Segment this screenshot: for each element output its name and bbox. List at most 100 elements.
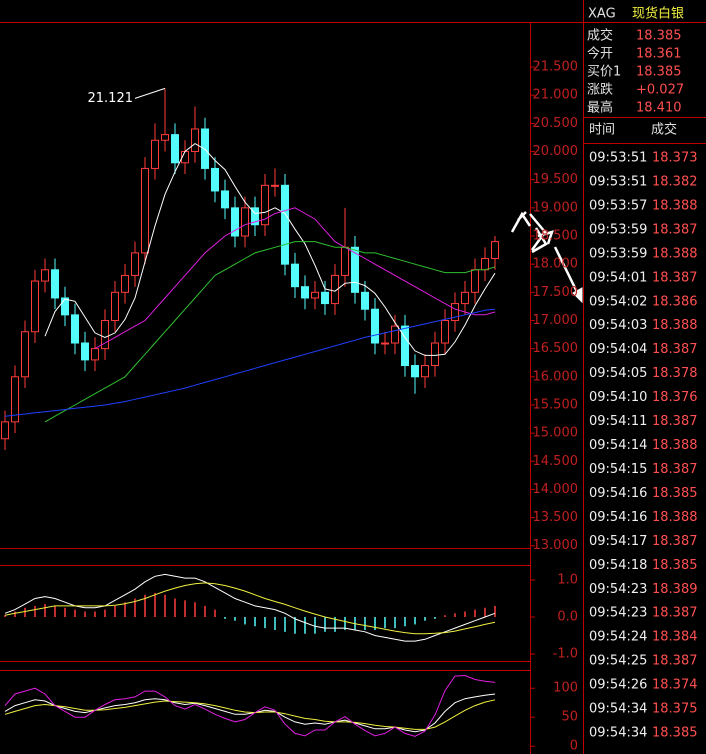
- candle-body: [251, 207, 259, 226]
- candle-body: [141, 167, 149, 254]
- annotation-arrows: [510, 211, 583, 304]
- candle-body: [451, 303, 459, 321]
- quote-label: 涨跌: [587, 82, 613, 98]
- quote-value: +0.027: [636, 83, 684, 98]
- indicator-line: [4, 573, 496, 642]
- trade-time: 09:54:14: [589, 438, 647, 453]
- candle-body: [31, 280, 39, 333]
- trade-time: 09:54:03: [589, 318, 647, 333]
- trade-price: 18.387: [652, 654, 698, 669]
- trade-price: 18.388: [652, 318, 698, 333]
- candle-body: [161, 134, 169, 141]
- trade-time: 09:54:02: [589, 294, 647, 309]
- candle-body: [321, 291, 329, 305]
- trade-time: 09:54:16: [589, 510, 647, 525]
- candle-body: [201, 128, 209, 169]
- candle-body: [211, 167, 219, 192]
- candle-body: [461, 291, 469, 305]
- candle-body: [11, 376, 19, 423]
- candle-body: [221, 190, 229, 209]
- trade-price: 18.385: [652, 486, 698, 501]
- trade-time: 09:54:24: [589, 630, 647, 645]
- y-tick-label: 20.000: [533, 144, 579, 159]
- trade-time: 09:54:10: [589, 390, 647, 405]
- trade-price: 18.389: [652, 582, 698, 597]
- y-tick-label: 50: [561, 710, 578, 725]
- indicator-line: [94, 207, 496, 350]
- arrow-head: [572, 287, 583, 304]
- candle-body: [381, 342, 389, 345]
- trade-price: 18.388: [652, 246, 698, 261]
- quote-label: 今开: [587, 46, 613, 62]
- trade-price: 18.387: [652, 462, 698, 477]
- candle-body: [341, 246, 349, 276]
- arrow: [510, 211, 532, 233]
- trade-price: 18.386: [652, 294, 698, 309]
- candle-body: [241, 207, 249, 237]
- y-tick-label: 0.0: [557, 610, 578, 625]
- y-tick-label: 0: [570, 739, 578, 754]
- max-pointer: [134, 87, 166, 99]
- indicator-line: [44, 241, 496, 423]
- y-tick-label: 16.000: [533, 369, 579, 384]
- trade-price: 18.388: [652, 510, 698, 525]
- symbol: XAG: [588, 7, 616, 22]
- candle-body: [131, 252, 139, 276]
- candle-body: [81, 342, 89, 361]
- candle-body: [281, 184, 289, 265]
- trade-price: 18.374: [652, 678, 698, 693]
- candle-body: [101, 319, 109, 350]
- quote-value: 18.385: [636, 29, 682, 44]
- trade-price: 18.388: [652, 198, 698, 213]
- candle-body: [171, 134, 179, 164]
- y-tick-label: 14.000: [533, 482, 579, 497]
- trade-price: 18.375: [652, 702, 698, 717]
- candle-body: [351, 246, 359, 293]
- quote-label: 最高: [587, 100, 613, 116]
- quote-value: 18.410: [636, 101, 682, 116]
- trade-price: 18.376: [652, 390, 698, 405]
- indicator-line: [4, 582, 496, 635]
- candle-body: [121, 274, 129, 293]
- trade-price: 18.373: [652, 151, 698, 166]
- trade-price: 18.385: [652, 558, 698, 573]
- y-tick-label: 100: [553, 681, 578, 696]
- trade-price: 18.387: [652, 222, 698, 237]
- column-header: 时间: [589, 123, 615, 138]
- trade-time: 09:54:01: [589, 270, 647, 285]
- candle-body: [361, 291, 369, 310]
- arrow: [529, 213, 548, 254]
- y-tick-label: 20.500: [533, 116, 579, 131]
- trade-price: 18.382: [652, 174, 698, 189]
- trade-price: 18.387: [652, 414, 698, 429]
- trade-time: 09:54:25: [589, 654, 647, 669]
- trade-time: 09:53:51: [589, 151, 647, 166]
- candle-body: [331, 274, 339, 305]
- column-header: 成交: [651, 122, 677, 138]
- y-tick-label: 1.0: [557, 572, 578, 587]
- y-tick-label: 14.500: [533, 454, 579, 469]
- y-tick-label: 13.500: [533, 510, 579, 525]
- candle-body: [21, 331, 29, 378]
- y-tick-label: -1.0: [553, 647, 578, 662]
- candle-body: [91, 348, 99, 361]
- quote-label: 成交: [587, 28, 613, 44]
- trade-time: 09:54:23: [589, 582, 647, 597]
- candle-body: [261, 184, 269, 226]
- trade-time: 09:53:59: [589, 222, 647, 237]
- trade-time: 09:54:23: [589, 606, 647, 621]
- trade-time: 09:53:57: [589, 198, 647, 213]
- candle-body: [231, 207, 239, 237]
- candle-body: [471, 269, 479, 293]
- candle-body: [271, 184, 279, 187]
- trade-price: 18.385: [652, 726, 698, 741]
- trade-time: 09:53:59: [589, 246, 647, 261]
- y-tick-label: 17.500: [533, 285, 579, 300]
- candle-body: [491, 241, 499, 260]
- y-tick-label: 21.500: [533, 60, 579, 75]
- trade-time: 09:54:16: [589, 486, 647, 501]
- max-label: 21.121: [88, 91, 134, 106]
- y-tick-label: 17.000: [533, 313, 579, 328]
